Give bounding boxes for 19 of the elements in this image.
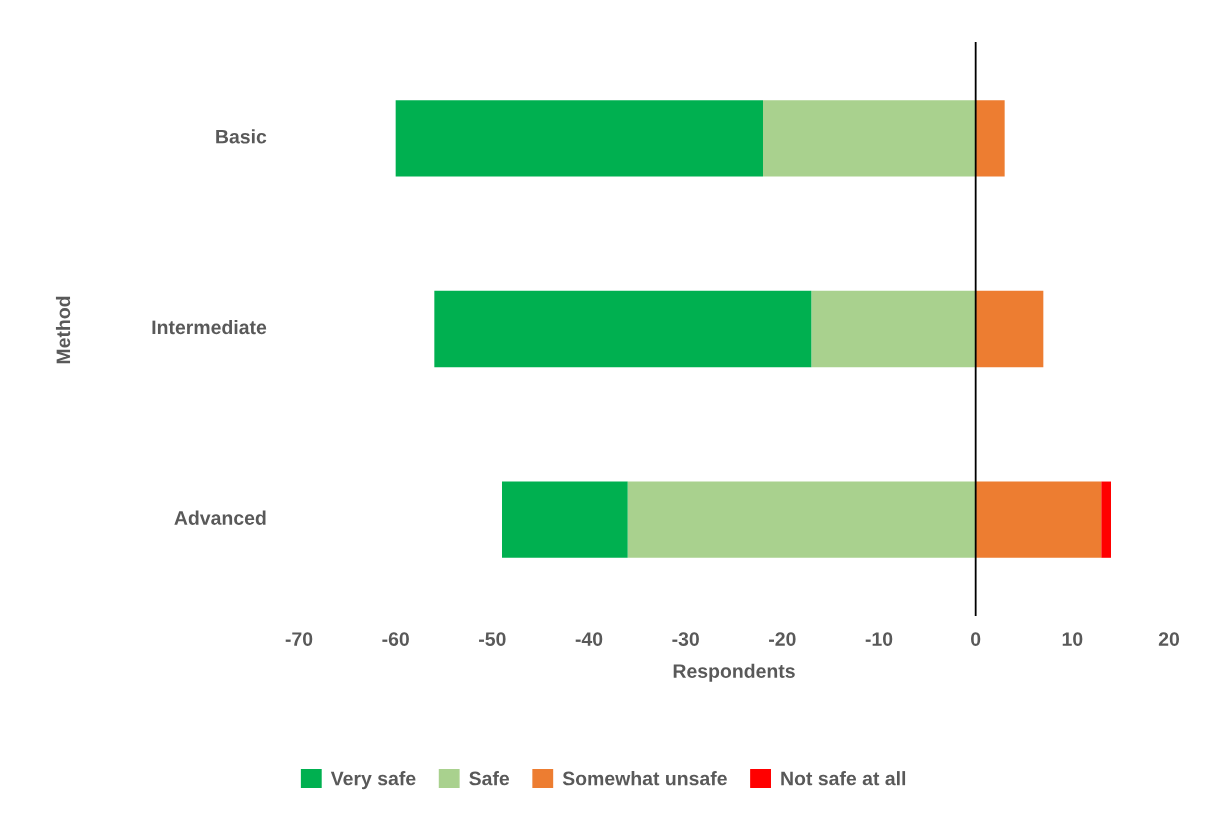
y-axis-title: Method xyxy=(55,296,71,364)
x-tick-label: -40 xyxy=(575,632,603,646)
x-tick-label: -70 xyxy=(285,632,313,646)
x-tick-label: -50 xyxy=(479,632,506,646)
legend-label: Safe xyxy=(469,771,510,786)
x-tick-label: 10 xyxy=(1062,632,1083,646)
legend-label: Somewhat unsafe xyxy=(562,771,727,786)
x-tick-label: -10 xyxy=(865,632,893,646)
legend-label: Not safe at all xyxy=(781,771,906,786)
x-tick-label: -60 xyxy=(382,632,409,646)
y-tick-label: Basic xyxy=(216,129,267,144)
y-tick-label: Intermediate xyxy=(152,319,267,335)
x-tick-label: -30 xyxy=(672,632,699,646)
x-tick-label: -20 xyxy=(769,632,796,646)
legend-label: Very safe xyxy=(330,771,416,790)
x-axis-title: Respondents xyxy=(673,663,795,682)
y-tick-label: Advanced xyxy=(174,510,266,525)
x-tick-label: 0 xyxy=(971,632,981,646)
x-tick-label: 20 xyxy=(1158,632,1180,646)
